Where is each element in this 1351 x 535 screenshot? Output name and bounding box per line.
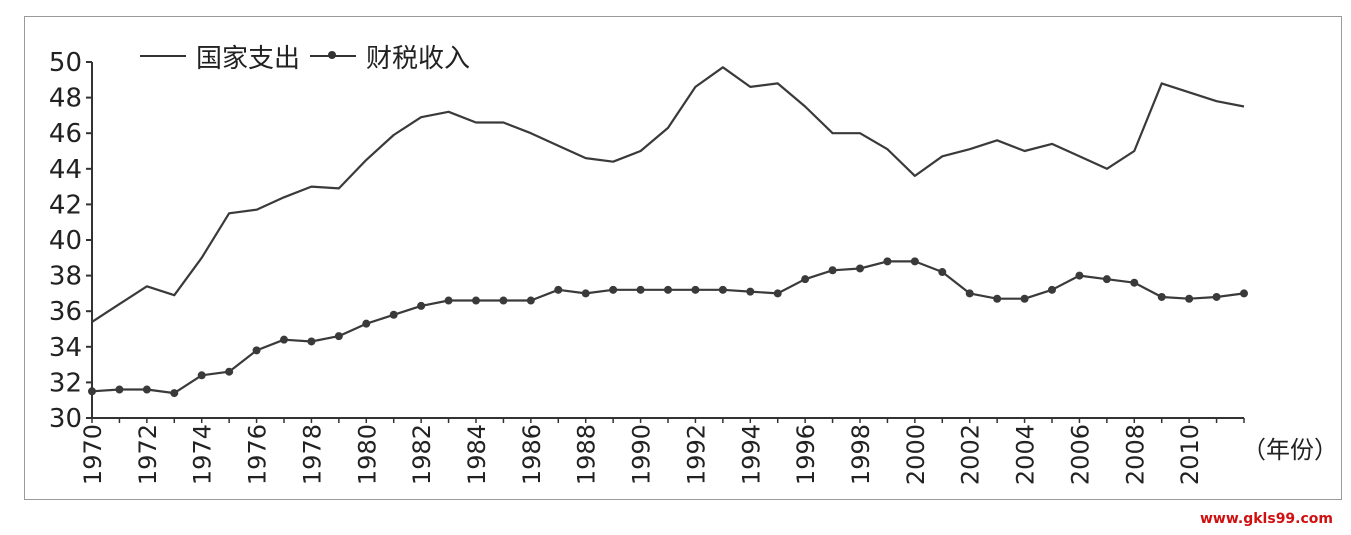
- legend-line-swatch: [140, 55, 186, 57]
- series-group: [88, 66, 1248, 398]
- series-2-point: [746, 287, 755, 296]
- chart-frame: [24, 16, 1342, 500]
- x-tick-labels: 1970 1972 1974 1976 1978 1980 1982 1984 1986 1988…: [79, 424, 1204, 485]
- x-tick-label: 2004: [1012, 424, 1040, 485]
- series-line-2: [91, 260, 1245, 395]
- x-tick-label: 2002: [957, 424, 985, 485]
- x-tick-label: 1974: [189, 424, 217, 485]
- series-2-point: [554, 285, 563, 294]
- series-2-point: [444, 296, 453, 305]
- series-line-1: [91, 66, 1245, 323]
- series-2-point: [472, 296, 480, 305]
- x-tick-label: 1996: [792, 424, 820, 485]
- x-tick-label: 1970: [79, 424, 107, 485]
- y-tick-label: 50: [49, 48, 82, 78]
- series-2-point: [691, 285, 700, 294]
- series-2-point: [801, 275, 810, 284]
- series-2-point: [718, 285, 727, 294]
- series-2-point: [636, 285, 645, 294]
- series-2-point: [965, 289, 974, 298]
- series-2-point: [910, 257, 919, 266]
- x-tick-label: 1978: [298, 424, 326, 485]
- y-tick-label: 38: [49, 262, 82, 292]
- series-2-point: [828, 266, 837, 275]
- y-tick-label: 42: [49, 190, 82, 220]
- y-tick-label: 36: [49, 297, 82, 327]
- x-axis-label: （年份）: [1242, 436, 1338, 464]
- series-2-point: [1020, 294, 1029, 303]
- series-2-point: [883, 257, 892, 266]
- x-tick-label: 1994: [737, 424, 765, 485]
- x-tick-label: 1998: [847, 424, 875, 485]
- series-2-point: [993, 294, 1002, 303]
- series-2-point: [280, 335, 288, 344]
- series-2-point: [88, 387, 96, 396]
- x-tick-label: 1972: [134, 424, 162, 485]
- series-2-point: [664, 285, 672, 294]
- series-2-point: [1212, 292, 1221, 301]
- series-2-point: [225, 367, 234, 376]
- series-2-point: [252, 346, 261, 355]
- y-tick-label: 30: [49, 404, 82, 434]
- series-2-point: [526, 296, 535, 305]
- watermark: www.gkls99.com: [1200, 511, 1333, 527]
- x-tick-label: 1982: [408, 424, 436, 485]
- series-2-point: [307, 337, 316, 346]
- y-tick-label: 40: [49, 226, 82, 256]
- x-tick-label: 1986: [518, 424, 546, 485]
- x-tick-label: 1976: [244, 424, 272, 485]
- x-tick-label: 2010: [1176, 424, 1204, 485]
- series-2-point: [389, 310, 398, 319]
- series-2-point: [197, 371, 206, 380]
- y-tick-label: 32: [49, 368, 82, 398]
- series-2-point: [170, 389, 179, 398]
- legend-label-series2: 财税收入: [366, 43, 471, 74]
- x-tick-label: 2006: [1066, 424, 1094, 485]
- x-tick-label: 1988: [573, 424, 601, 485]
- series-2-point: [362, 319, 371, 328]
- y-tick-label: 46: [49, 119, 82, 149]
- series-2-point: [1157, 292, 1166, 301]
- series-2-point: [1048, 285, 1056, 294]
- series-2-point: [142, 385, 151, 394]
- series-2-point: [499, 296, 508, 305]
- x-tick-label: 2000: [902, 424, 930, 485]
- x-tick-label: 2008: [1121, 424, 1149, 485]
- y-tick-label: 44: [49, 155, 82, 185]
- y-tick-label: 34: [49, 333, 82, 363]
- axes: [86, 61, 1245, 423]
- series-2-point: [1240, 289, 1248, 298]
- x-tick-label: 1980: [353, 424, 381, 485]
- series-2-point: [1102, 275, 1111, 284]
- series-2-point: [856, 264, 864, 273]
- y-tick-label: 48: [49, 84, 82, 114]
- series-2-point: [1185, 294, 1194, 303]
- legend-marker-swatch: [310, 51, 357, 61]
- series-2-point: [1075, 271, 1084, 280]
- x-tick-label: 1992: [682, 424, 710, 485]
- x-tick-label: 1990: [628, 424, 656, 485]
- series-2-point: [609, 285, 618, 294]
- legend: 国家支出 财税收入: [140, 40, 471, 74]
- series-2-point: [773, 289, 782, 298]
- y-tick-labels: 30 32 34 36 38 40 42 44 46 48 50: [49, 48, 82, 434]
- series-2-point: [334, 332, 343, 341]
- legend-label-series1: 国家支出: [196, 43, 301, 74]
- series-2-point: [417, 301, 426, 310]
- x-tick-label: 1984: [463, 424, 491, 485]
- series-2-point: [581, 289, 590, 298]
- series-2-point: [1130, 278, 1139, 287]
- series-2-point: [115, 385, 124, 394]
- series-2-point: [938, 268, 947, 277]
